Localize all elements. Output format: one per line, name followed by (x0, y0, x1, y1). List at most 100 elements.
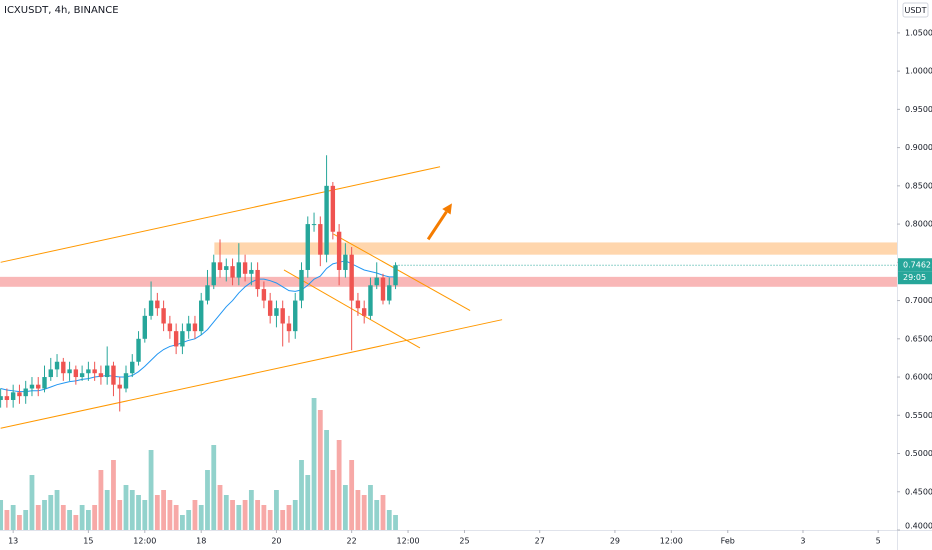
volume-bar (17, 515, 22, 530)
moving-average (0, 260, 396, 393)
x-tick-label: 22 (347, 537, 357, 546)
volume-bar (0, 500, 4, 530)
volume-bar (92, 505, 98, 530)
volume-bar (73, 515, 79, 530)
volume-bar (111, 460, 116, 530)
volume-bar (286, 505, 292, 530)
candle-body (61, 361, 66, 374)
volume-bar (330, 470, 336, 530)
candle-body (92, 369, 97, 374)
volume-bar (142, 500, 148, 530)
volume-bar (217, 485, 223, 530)
volume-bar (317, 410, 323, 530)
candle-body (155, 300, 160, 309)
volume-bar (180, 515, 185, 530)
countdown-label: 29:05 (903, 273, 926, 282)
volume-bar (361, 495, 367, 530)
candle-body (161, 308, 166, 324)
y-tick-label: 1.0000 (905, 67, 932, 76)
x-tick-label: 12:00 (397, 537, 420, 546)
volume-bar (192, 500, 198, 530)
volume-bar (274, 490, 279, 530)
candle-body (299, 269, 304, 301)
candle-body (79, 373, 85, 378)
candle-body (318, 224, 323, 255)
last-price-label: 0.7462 (903, 261, 931, 270)
currency-box[interactable] (902, 2, 929, 18)
volume-bar (161, 490, 167, 530)
candle-body (86, 369, 91, 374)
volume-bar (23, 510, 29, 530)
candle-body (167, 323, 173, 332)
volume-bar (280, 510, 286, 530)
candle-body (236, 262, 242, 278)
volume-bar (261, 505, 267, 530)
volume-bar (311, 398, 317, 530)
candle-body (67, 369, 72, 374)
candle-body (17, 392, 22, 397)
volume-bar (248, 490, 254, 530)
candle-body (368, 285, 373, 316)
last-price-box (898, 258, 932, 272)
x-tick-label: 25 (459, 537, 469, 546)
candle-body (330, 185, 336, 232)
candle-body (42, 377, 47, 389)
volume-bar (67, 510, 72, 530)
volume-bar (173, 505, 179, 530)
volume-bar (198, 505, 204, 530)
trend-line (333, 233, 471, 311)
trend-line (0, 166, 441, 263)
y-tick-label: 0.5500 (905, 411, 932, 420)
candle-body (29, 384, 35, 389)
candle-body (136, 338, 141, 362)
volume-bar (129, 490, 135, 530)
y-tick-label: 0.9000 (905, 143, 932, 152)
volume-bar (123, 485, 129, 530)
trend-line (0, 319, 503, 429)
chart-title: ICXUSDT, 4h, BINANCE (4, 5, 119, 16)
candle-body (54, 361, 60, 370)
candle-body (173, 331, 179, 347)
x-tick-label: 27 (535, 537, 545, 546)
volume-bar (349, 460, 355, 530)
candle-body (148, 300, 154, 316)
candle-body (205, 285, 210, 301)
volume-bar (148, 450, 154, 530)
candle-body (10, 392, 16, 400)
y-tick-label: 0.7000 (905, 296, 932, 305)
x-tick-label: 5 (876, 537, 881, 546)
volume-bar (35, 505, 41, 530)
volume-bar (374, 500, 380, 530)
x-tick-label: 12:00 (660, 537, 683, 546)
y-tick-label: 0.5000 (905, 449, 932, 458)
candle-body (186, 323, 191, 332)
volume-bar (154, 495, 160, 530)
candle-body (224, 266, 229, 270)
candle-body (280, 308, 285, 324)
candle-body (130, 361, 135, 374)
volume-bar (342, 485, 348, 530)
y-tick-label: 0.4000 (905, 522, 932, 531)
candle-body (274, 308, 279, 316)
currency-label[interactable]: USDT (905, 6, 927, 15)
plot-area (0, 155, 897, 530)
candle-body (255, 269, 260, 290)
volume-bar (4, 510, 10, 530)
candle-body (36, 384, 41, 389)
countdown-box (898, 271, 932, 285)
x-tick-label: 20 (271, 537, 281, 546)
volume-bar (324, 430, 329, 530)
candle-body (393, 265, 398, 286)
y-tick-label: 0.8000 (905, 220, 932, 229)
candle-body (336, 231, 342, 270)
volume-bar (117, 500, 123, 530)
volume-bar (98, 470, 104, 530)
volume-bar (167, 500, 173, 530)
candle-body (230, 266, 235, 278)
candle-body (180, 331, 185, 347)
candle-body (211, 262, 216, 286)
volume-bar (223, 495, 229, 530)
volume-bar (136, 495, 141, 530)
y-tick-label: 0.9500 (905, 105, 932, 114)
volume-bar (104, 490, 110, 530)
